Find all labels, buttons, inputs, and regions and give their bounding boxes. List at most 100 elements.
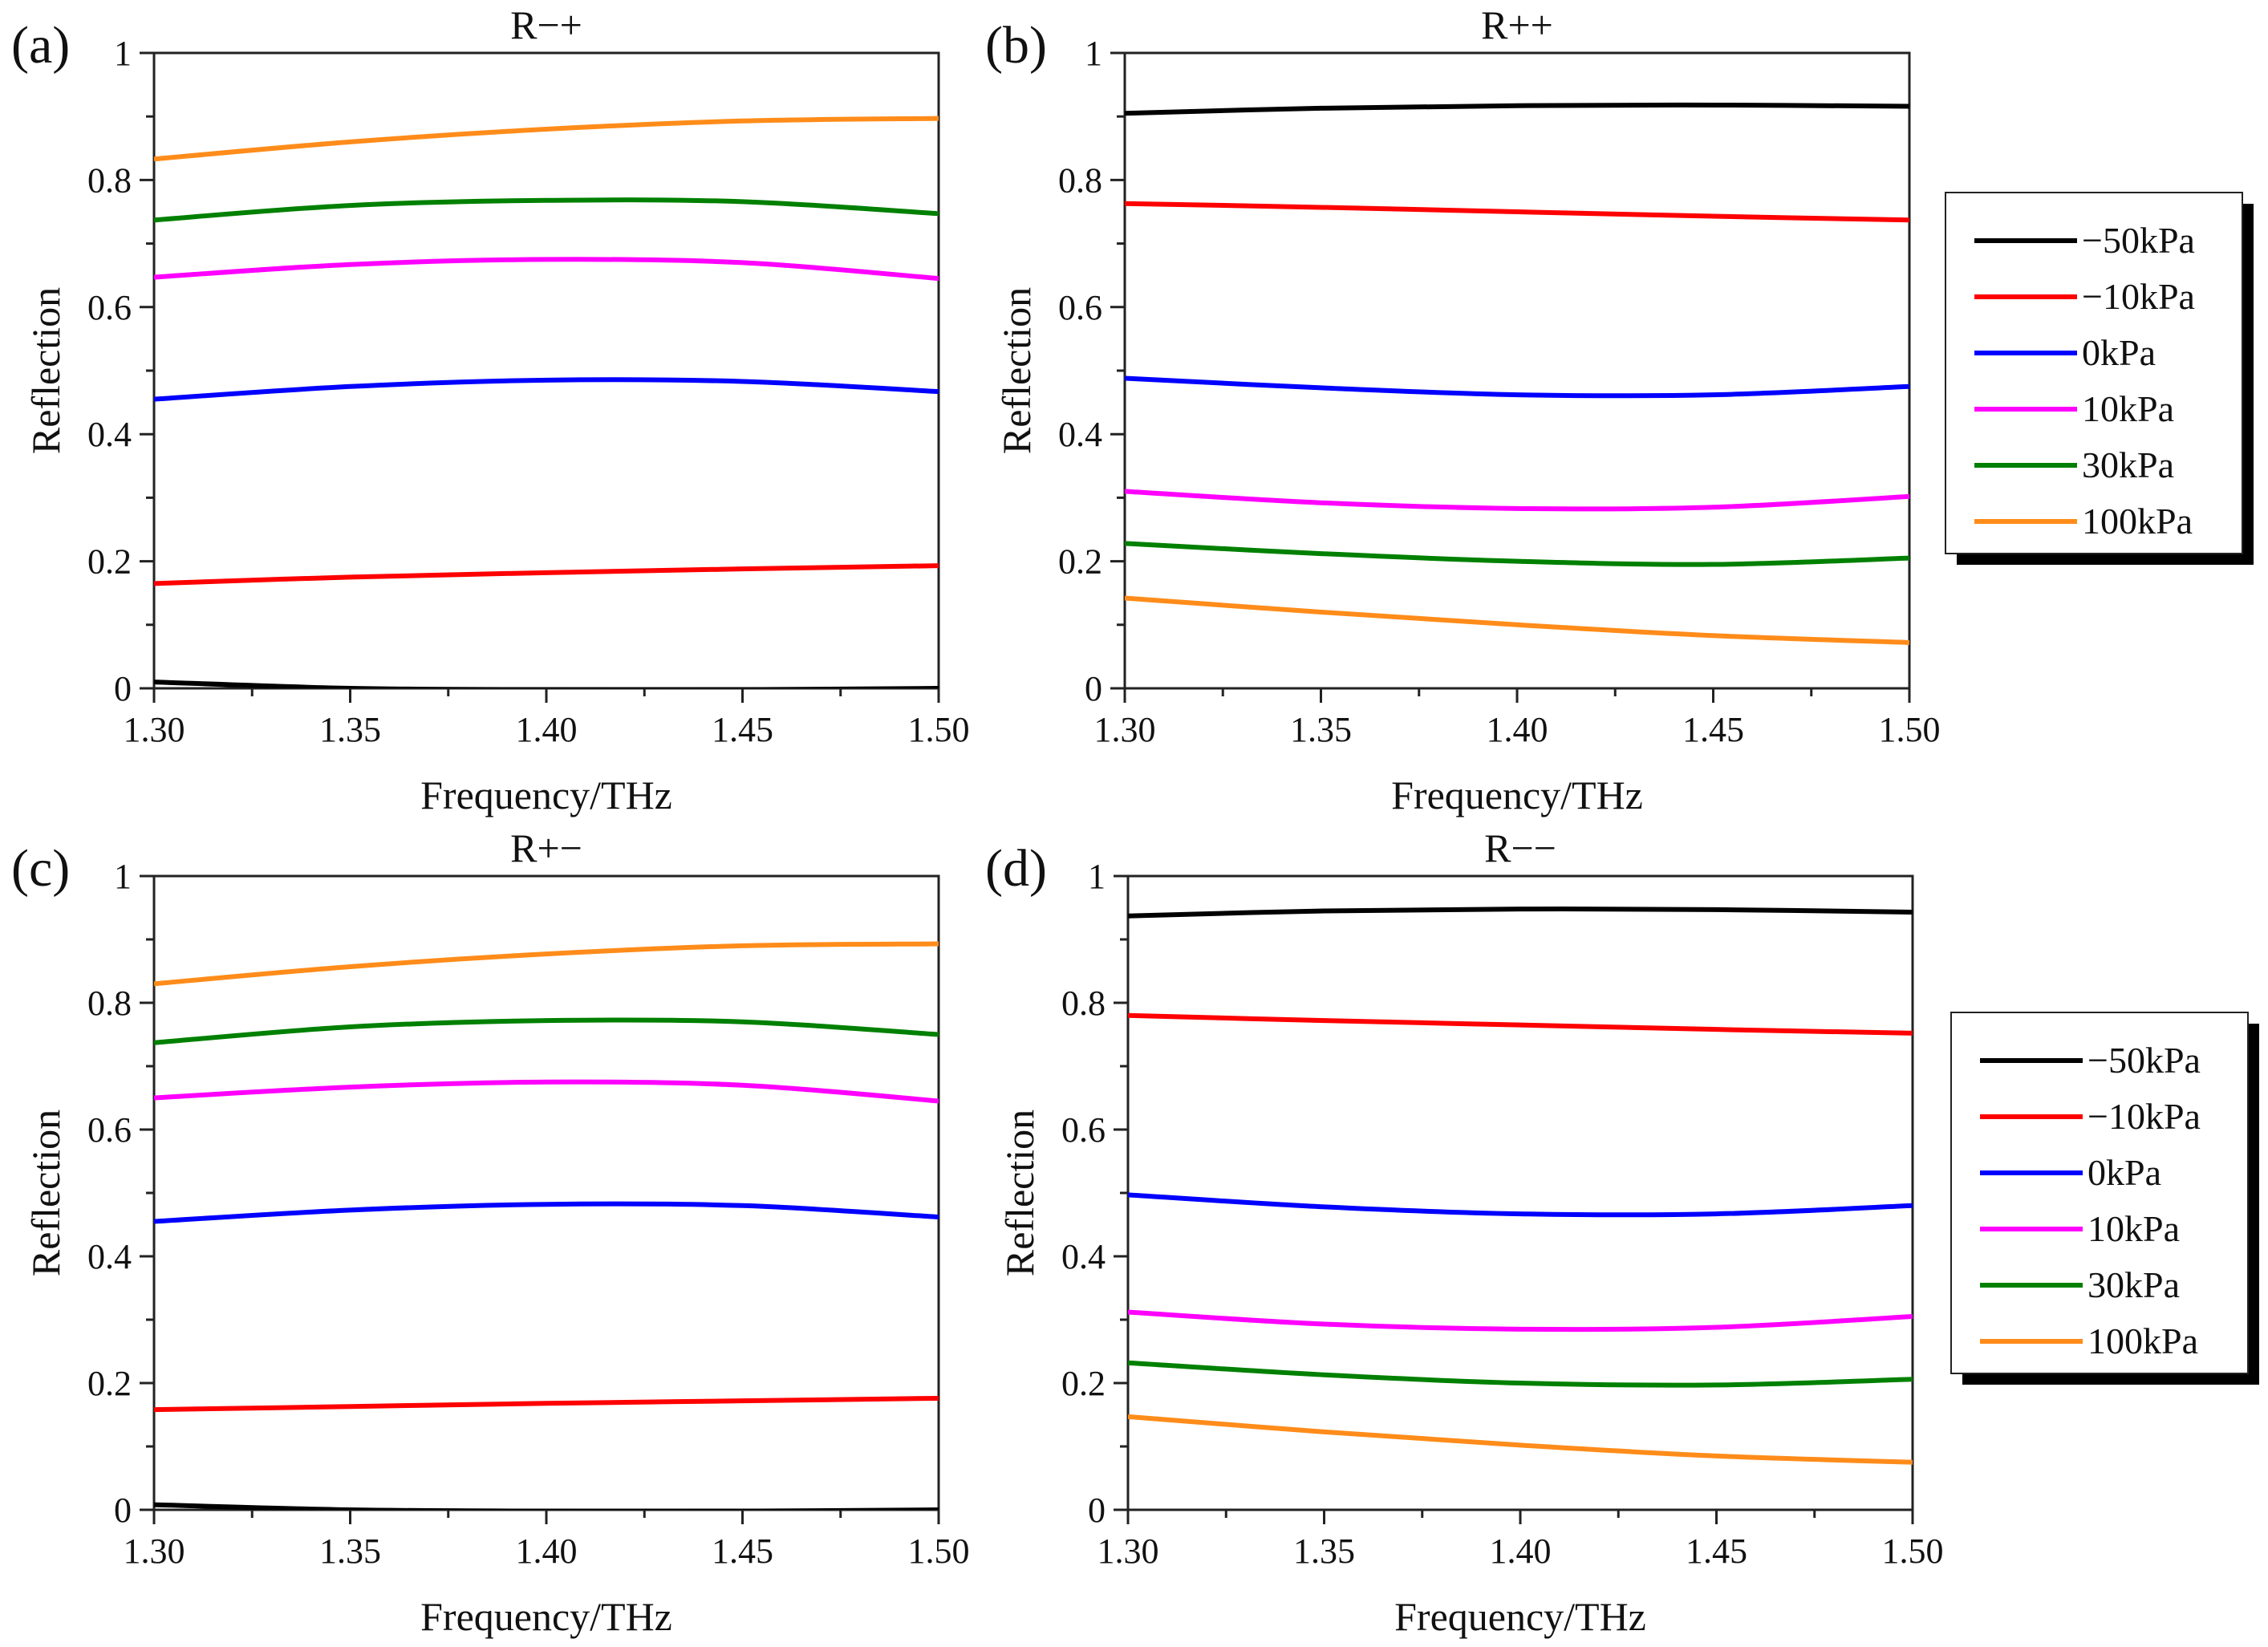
series-line-50kPa	[1128, 906, 1913, 919]
x-tick-label: 1.40	[1487, 710, 1548, 749]
y-tick-label: 0.6	[1058, 288, 1102, 327]
series-line-50kPa	[154, 1502, 939, 1510]
legend-label: −10kPa	[2087, 1096, 2201, 1137]
panel-letter: (a)	[11, 16, 70, 75]
series-line-0kPa	[154, 377, 939, 402]
x-axis-label: Frequency/THz	[420, 1594, 672, 1639]
x-tick-label: 1.50	[908, 710, 970, 749]
legend-label: 0kPa	[2082, 332, 2156, 373]
legend-label: 100kPa	[2087, 1320, 2198, 1361]
series-line-10kPa	[1125, 201, 1909, 223]
y-axis-label: Reflection	[994, 287, 1039, 454]
legend-box	[1945, 192, 2243, 554]
legend-label: 10kPa	[2082, 388, 2174, 429]
legend-label: −50kPa	[2082, 220, 2195, 261]
legend-label: 0kPa	[2087, 1152, 2161, 1193]
series-line-50kPa	[154, 679, 939, 688]
x-tick-label: 1.40	[516, 710, 578, 749]
y-tick-label: 0.2	[87, 542, 132, 582]
legend-label: −50kPa	[2087, 1040, 2201, 1081]
x-tick-label: 1.45	[712, 1531, 773, 1571]
y-tick-label: 0.4	[87, 415, 132, 454]
series-line-0kPa	[154, 1201, 939, 1224]
panel-title: R+−	[510, 826, 582, 870]
panel-title: R−−	[1484, 826, 1556, 870]
legend-label: 30kPa	[2082, 444, 2174, 485]
x-tick-label: 1.40	[1490, 1531, 1552, 1571]
series-line-30kPa	[154, 197, 939, 223]
y-tick-label: 0.8	[87, 160, 132, 200]
series-line-10kPa	[1125, 489, 1909, 512]
y-tick-label: 0	[1085, 669, 1102, 708]
series-line-100kPa	[1125, 595, 1909, 645]
y-tick-label: 0.6	[87, 1110, 132, 1150]
y-tick-label: 1	[114, 857, 132, 896]
panel-title: R−+	[510, 2, 582, 47]
series-line-100kPa	[154, 941, 939, 987]
legend: −50kPa −10kPa 0kPa 10kPa 30kPa 100kPa	[1950, 1012, 2259, 1385]
y-axis-label: Reflection	[997, 1109, 1042, 1276]
panel-letter: (c)	[11, 839, 70, 898]
x-tick-label: 1.50	[1879, 710, 1941, 749]
panel-letter: (b)	[985, 16, 1047, 75]
series-line-30kPa	[1128, 1360, 1913, 1388]
x-tick-label: 1.35	[1290, 710, 1352, 749]
y-tick-label: 0.4	[87, 1237, 132, 1276]
x-tick-label: 1.50	[908, 1531, 970, 1571]
y-tick-label: 0	[114, 1491, 132, 1530]
series-line-10kPa	[154, 1079, 939, 1104]
y-tick-label: 0.2	[1061, 1364, 1106, 1403]
y-tick-label: 0.6	[1061, 1110, 1106, 1150]
x-tick-label: 1.30	[124, 710, 185, 749]
series-line-0kPa	[1125, 375, 1909, 399]
x-tick-label: 1.45	[1686, 1531, 1747, 1571]
x-tick-label: 1.45	[1682, 710, 1744, 749]
x-tick-label: 1.35	[1293, 1531, 1355, 1571]
y-tick-label: 0	[1088, 1491, 1106, 1530]
panel-letter: (d)	[985, 839, 1047, 898]
y-tick-label: 0.2	[87, 1364, 132, 1403]
plot-frame	[1123, 51, 1911, 690]
chart-panel-1: 1.30 1.35 1.40 1.45 1.50 0 0.2 0.4 0.6 0.8 1 Freque…	[11, 2, 970, 817]
legend-box	[1950, 1012, 2249, 1374]
x-tick-label: 1.35	[319, 710, 381, 749]
y-tick-label: 0.4	[1058, 415, 1102, 454]
x-tick-label: 1.30	[1097, 1531, 1159, 1571]
series-line-100kPa	[1128, 1414, 1913, 1465]
chart-panel-2: 1.30 1.35 1.40 1.45 1.50 0 0.2 0.4 0.6 0.8 1 Freque…	[985, 2, 2254, 817]
y-tick-label: 1	[114, 34, 132, 73]
x-tick-label: 1.45	[712, 710, 773, 749]
series-line-10kPa	[1128, 1012, 1913, 1036]
legend-label: 100kPa	[2082, 501, 2193, 542]
legend-label: 10kPa	[2087, 1208, 2180, 1249]
series-line-10kPa	[1128, 1309, 1913, 1333]
x-axis-label: Frequency/THz	[1394, 1594, 1646, 1639]
chart-panel-3: 1.30 1.35 1.40 1.45 1.50 0 0.2 0.4 0.6 0.8 1 Freque…	[11, 826, 970, 1639]
legend-label: 30kPa	[2087, 1264, 2180, 1305]
series-line-10kPa	[154, 563, 939, 586]
y-tick-label: 0.8	[1058, 160, 1102, 200]
y-tick-label: 0.4	[1061, 1237, 1106, 1276]
y-tick-label: 1	[1088, 857, 1106, 896]
x-tick-label: 1.50	[1882, 1531, 1944, 1571]
x-tick-label: 1.30	[124, 1531, 185, 1571]
x-tick-label: 1.30	[1094, 710, 1156, 749]
y-tick-label: 0.8	[1061, 984, 1106, 1023]
plot-frame	[1126, 874, 1914, 1511]
legend: −50kPa −10kPa 0kPa 10kPa 30kPa 100kPa	[1945, 192, 2254, 565]
y-tick-label: 0.2	[1058, 542, 1102, 582]
x-axis-label: Frequency/THz	[1391, 773, 1643, 817]
x-tick-label: 1.40	[516, 1531, 578, 1571]
series-line-10kPa	[154, 1395, 939, 1413]
series-line-100kPa	[154, 116, 939, 162]
y-axis-label: Reflection	[23, 1109, 68, 1276]
series-group	[1128, 906, 1913, 1465]
y-tick-label: 1	[1085, 34, 1102, 73]
chart-panel-4: 1.30 1.35 1.40 1.45 1.50 0 0.2 0.4 0.6 0.8 1 Freque…	[985, 826, 2259, 1639]
y-tick-label: 0.6	[87, 288, 132, 327]
series-group	[154, 941, 939, 1510]
panel-title: R++	[1481, 2, 1553, 47]
y-tick-label: 0.8	[87, 984, 132, 1023]
series-group	[1125, 102, 1909, 645]
